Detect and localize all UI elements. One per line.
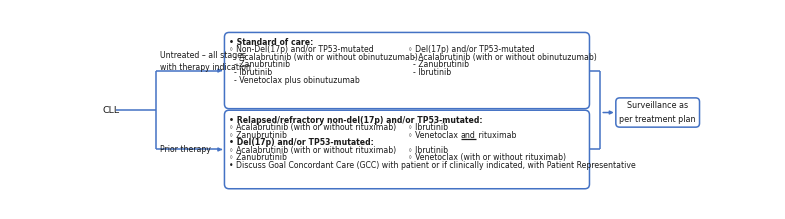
Text: ◦ Del(17p) and/or TP53-mutated: ◦ Del(17p) and/or TP53-mutated bbox=[408, 45, 535, 54]
Text: ◦ Non-Del(17p) and/or TP53-mutated: ◦ Non-Del(17p) and/or TP53-mutated bbox=[229, 45, 374, 54]
Text: CLL: CLL bbox=[103, 106, 120, 115]
FancyBboxPatch shape bbox=[225, 32, 590, 109]
Text: - Acalabrutinib (with or without obinutuzumab): - Acalabrutinib (with or without obinutu… bbox=[229, 53, 418, 62]
Text: • Relapsed/refractory non-del(17p) and/or TP53-mutated:: • Relapsed/refractory non-del(17p) and/o… bbox=[229, 116, 483, 125]
Text: ◦ Venetoclax: ◦ Venetoclax bbox=[408, 131, 461, 140]
Text: - Acalabrutinib (with or without obinutuzumab): - Acalabrutinib (with or without obinutu… bbox=[408, 53, 597, 62]
Text: ◦ Ibrutinib: ◦ Ibrutinib bbox=[408, 146, 448, 155]
Text: - Ibrutinib: - Ibrutinib bbox=[229, 68, 272, 77]
Text: • Discuss Goal Concordant Care (GCC) with patient or if clinically indicated, wi: • Discuss Goal Concordant Care (GCC) wit… bbox=[229, 161, 636, 170]
Text: ◦ Zanubrutinib: ◦ Zanubrutinib bbox=[229, 131, 287, 140]
Text: ◦ Ibrutinib: ◦ Ibrutinib bbox=[408, 123, 448, 132]
Text: - Zanubrutinib: - Zanubrutinib bbox=[408, 60, 469, 69]
FancyBboxPatch shape bbox=[225, 110, 590, 189]
Text: • Standard of care:: • Standard of care: bbox=[229, 38, 313, 47]
Text: • Del(17p) and/or TP53-mutated:: • Del(17p) and/or TP53-mutated: bbox=[229, 138, 374, 147]
Text: ◦ Acalabrutinib (with or without rituximab): ◦ Acalabrutinib (with or without rituxim… bbox=[229, 146, 396, 155]
Text: - Venetoclax plus obinutuzumab: - Venetoclax plus obinutuzumab bbox=[229, 76, 360, 85]
Text: Prior therapy: Prior therapy bbox=[160, 145, 211, 154]
Text: ◦ Acalabrutinib (with or without rituximab): ◦ Acalabrutinib (with or without rituxim… bbox=[229, 123, 396, 132]
Text: and: and bbox=[461, 131, 476, 140]
FancyBboxPatch shape bbox=[615, 98, 699, 127]
Text: - Zanubrutinib: - Zanubrutinib bbox=[229, 60, 290, 69]
Text: rituximab: rituximab bbox=[476, 131, 516, 140]
Text: Surveillance as
per treatment plan: Surveillance as per treatment plan bbox=[619, 101, 696, 124]
Text: - Ibrutinib: - Ibrutinib bbox=[408, 68, 451, 77]
Text: ◦ Venetoclax (with or without rituximab): ◦ Venetoclax (with or without rituximab) bbox=[408, 153, 566, 162]
Text: ◦ Zanubrutinib: ◦ Zanubrutinib bbox=[229, 153, 287, 162]
Text: Untreated – all stages
with therapy indication: Untreated – all stages with therapy indi… bbox=[160, 51, 251, 72]
